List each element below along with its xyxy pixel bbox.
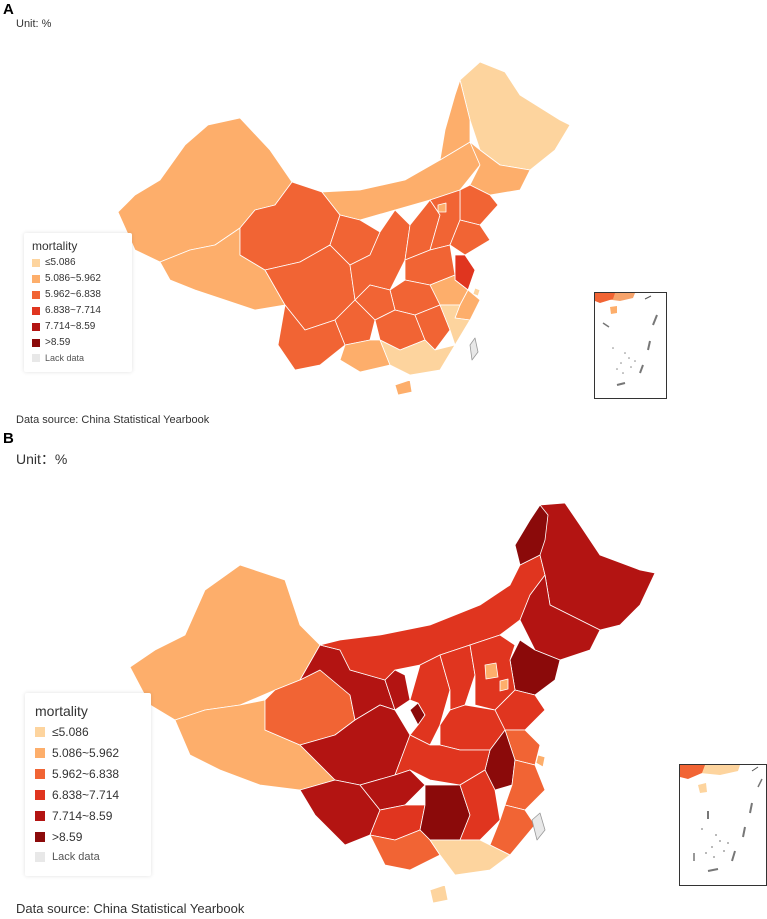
legend-label: >8.59 <box>45 337 71 348</box>
inset-map <box>680 765 763 872</box>
panel-a-region-shanghai <box>472 287 481 297</box>
panel-a-region-taiwan <box>469 337 479 361</box>
panel-b-label: B <box>3 430 14 447</box>
legend-swatch <box>35 769 45 779</box>
panel-a-legend-item: 5.962~6.838 <box>32 289 124 300</box>
panel-b-legend-item-lack: Lack data <box>35 851 141 863</box>
panel-a-legend: mortality ≤5.086 5.086~5.962 5.962~6.838… <box>24 233 132 372</box>
panel-a-region-fujian <box>439 304 471 346</box>
legend-label: 5.962~6.838 <box>45 289 101 300</box>
panel-b-region-jiangxi <box>459 769 501 841</box>
legend-swatch <box>32 306 40 315</box>
panel-b-legend-item: 5.086~5.962 <box>35 746 141 760</box>
panel-a-legend-item: >8.59 <box>32 337 124 348</box>
panel-a-region-beijing <box>437 202 447 213</box>
panel-b-region-taiwan <box>531 812 546 841</box>
panel-b-region-hainan <box>429 884 449 904</box>
legend-label: 6.838~7.714 <box>45 305 101 316</box>
panel-a-unit: Unit: % <box>16 18 52 30</box>
legend-label: >8.59 <box>52 830 83 844</box>
legend-label: 5.962~6.838 <box>52 767 120 781</box>
legend-label: Lack data <box>52 851 100 863</box>
panel-b-legend-title: mortality <box>35 703 88 719</box>
panel-a-region-shandong <box>449 219 491 256</box>
panel-a-label: A <box>3 1 14 18</box>
panel-b-legend: mortality ≤5.086 5.086~5.962 5.962~6.838… <box>25 693 151 876</box>
panel-b-region-ningxia <box>384 669 411 711</box>
panel-b-legend-item: 6.838~7.714 <box>35 788 141 802</box>
panel-a-region-jilin <box>469 141 531 196</box>
legend-swatch <box>35 748 45 758</box>
panel-a-region-guangdong <box>379 339 456 376</box>
panel-b-region-guangdong <box>429 839 511 876</box>
panel-a-legend-item: 7.714~8.59 <box>32 321 124 332</box>
legend-swatch <box>32 274 40 283</box>
legend-swatch <box>35 727 45 737</box>
legend-swatch <box>35 832 45 842</box>
legend-swatch <box>35 852 45 862</box>
panel-a-region-jiangxi <box>414 304 451 351</box>
panel-a-region-guizhou <box>334 299 376 346</box>
panel-b-region-beijing <box>484 662 499 680</box>
legend-swatch <box>32 354 40 362</box>
legend-swatch <box>32 290 40 299</box>
panel-b-unit: Unit：% <box>16 451 68 467</box>
panel-b-region-daxinganling <box>514 504 549 566</box>
legend-label: Lack data <box>45 353 85 363</box>
panel-a-south-china-sea-inset <box>594 292 667 399</box>
panel-b-region-tianjin <box>499 678 509 692</box>
panel-a-region-hainan <box>394 379 413 396</box>
legend-label: ≤5.086 <box>52 725 89 739</box>
panel-a-legend-item: ≤5.086 <box>32 257 124 268</box>
panel-b-data-source: Data source: China Statistical Yearbook <box>16 901 245 916</box>
legend-label: 5.086~5.962 <box>52 746 120 760</box>
panel-b-map <box>129 502 656 904</box>
panel-a-legend-item: 5.086~5.962 <box>32 273 124 284</box>
panel-a-legend-item-lack: Lack data <box>32 353 124 363</box>
legend-swatch <box>32 322 40 331</box>
panel-b-south-china-sea-inset <box>679 764 767 886</box>
panel-b-region-shanghai <box>535 754 546 768</box>
legend-label: 7.714~8.59 <box>52 809 113 823</box>
panel-a-region-heilongjiang <box>459 61 571 171</box>
legend-label: 6.838~7.714 <box>52 788 120 802</box>
panel-a-legend-item: 6.838~7.714 <box>32 305 124 316</box>
legend-swatch <box>35 811 45 821</box>
legend-swatch <box>32 258 40 267</box>
legend-swatch <box>35 790 45 800</box>
panel-a-data-source: Data source: China Statistical Yearbook <box>16 414 210 426</box>
legend-label: 5.086~5.962 <box>45 273 101 284</box>
panel-b-legend-item: ≤5.086 <box>35 725 141 739</box>
panel-a-legend-title: mortality <box>32 239 78 253</box>
panel-a-region-yunnan <box>277 304 346 371</box>
legend-label: ≤5.086 <box>45 257 76 268</box>
panel-b-legend-item: 5.962~6.838 <box>35 767 141 781</box>
panel-b-legend-item: 7.714~8.59 <box>35 809 141 823</box>
legend-swatch <box>32 338 40 347</box>
panel-a-map <box>117 61 571 396</box>
panel-b-legend-item: >8.59 <box>35 830 141 844</box>
legend-label: 7.714~8.59 <box>45 321 96 332</box>
panel-a-region-ne-strip <box>439 79 471 161</box>
inset-map <box>595 293 658 386</box>
